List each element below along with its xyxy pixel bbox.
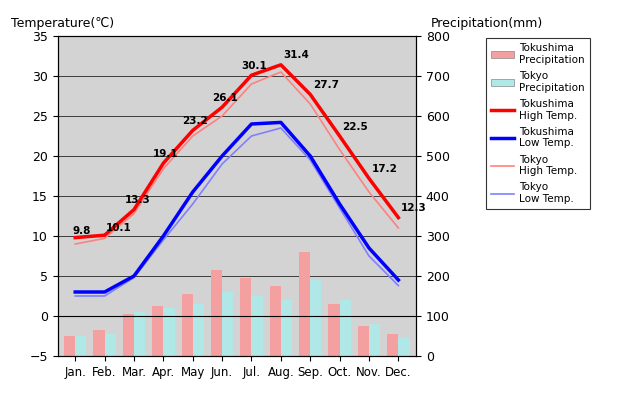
Bar <box>387 334 398 356</box>
Bar <box>93 330 104 356</box>
Bar <box>358 326 369 356</box>
Bar <box>241 278 252 356</box>
Bar <box>281 300 292 356</box>
Bar <box>182 294 193 356</box>
Bar <box>163 308 175 356</box>
Text: 31.4: 31.4 <box>284 50 310 60</box>
Bar <box>340 300 351 356</box>
Legend: Tokushima
Precipitation, Tokyo
Precipitation, Tokushima
High Temp., Tokushima
Lo: Tokushima Precipitation, Tokyo Precipita… <box>486 38 590 209</box>
Bar <box>211 270 222 356</box>
Text: 12.3: 12.3 <box>401 203 427 213</box>
Bar <box>328 304 340 356</box>
Text: 10.1: 10.1 <box>106 223 132 233</box>
Text: 23.2: 23.2 <box>182 116 208 126</box>
Bar <box>134 312 145 356</box>
Text: 30.1: 30.1 <box>241 61 267 71</box>
Text: 9.8: 9.8 <box>72 226 91 236</box>
Bar <box>269 286 281 356</box>
Text: 26.1: 26.1 <box>212 93 237 103</box>
Bar <box>152 306 163 356</box>
Bar <box>398 338 410 356</box>
Text: 17.2: 17.2 <box>372 164 398 174</box>
Bar <box>369 324 380 356</box>
Bar <box>299 252 310 356</box>
Bar <box>64 336 76 356</box>
Text: 22.5: 22.5 <box>342 122 368 132</box>
Text: 19.1: 19.1 <box>153 149 179 159</box>
Text: Temperature(℃): Temperature(℃) <box>11 17 114 30</box>
Text: 13.3: 13.3 <box>125 195 151 205</box>
Bar <box>123 314 134 356</box>
Bar <box>222 292 233 356</box>
Text: 27.7: 27.7 <box>313 80 339 90</box>
Text: Precipitation(mm): Precipitation(mm) <box>430 17 543 30</box>
Bar <box>310 280 321 356</box>
Bar <box>104 334 116 356</box>
Bar <box>76 336 86 356</box>
Bar <box>252 296 262 356</box>
Bar <box>193 304 204 356</box>
